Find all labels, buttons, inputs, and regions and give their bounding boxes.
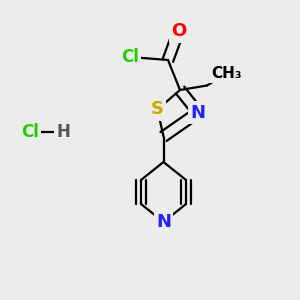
Text: S: S <box>151 100 164 118</box>
Text: N: N <box>156 213 171 231</box>
Text: Cl: Cl <box>122 48 140 66</box>
Text: CH₃: CH₃ <box>211 66 242 81</box>
Text: N: N <box>190 103 206 122</box>
Text: Cl: Cl <box>21 123 39 141</box>
Text: H: H <box>56 123 70 141</box>
Text: O: O <box>171 22 186 40</box>
